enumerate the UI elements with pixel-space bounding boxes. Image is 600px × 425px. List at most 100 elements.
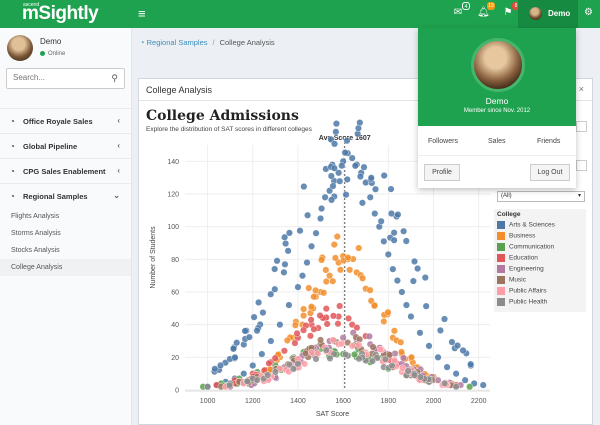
sidebar-item-cpg-sales-enablement[interactable]: ◔ CPG Sales Enablement ‹ (0, 158, 131, 183)
scatter-point (304, 211, 312, 219)
scatter-point (243, 377, 251, 385)
viz-subtitle: Explore the distribution of SAT scores i… (146, 126, 312, 133)
legend-label: Arts & Sciences (509, 221, 555, 229)
search-input[interactable] (13, 73, 103, 82)
legend-label: Engineering (509, 265, 544, 273)
scatter-point (467, 360, 475, 368)
bell-icon[interactable]: 🔔︎ 19 (477, 2, 495, 18)
legend-swatch (497, 265, 505, 273)
scatter-point (291, 321, 299, 329)
filter-control[interactable] (576, 160, 587, 171)
sidebar-item-label: Office Royale Sales (23, 117, 93, 126)
alerts-badge: 19 (487, 2, 495, 10)
scatter-point (334, 320, 342, 328)
legend-item[interactable]: Public Health (497, 298, 547, 308)
followers-link[interactable]: Followers (428, 138, 458, 145)
college-filter-select[interactable]: (All) ▾ (497, 191, 585, 202)
sidebar-subitem-college-analysis[interactable]: College Analysis (0, 259, 131, 276)
search-icon[interactable]: ⚲ (111, 73, 118, 83)
scatter-point (271, 354, 279, 362)
legend-swatch (497, 298, 505, 306)
scatter-point (388, 362, 396, 370)
scatter-point (393, 277, 401, 285)
scatter-point (390, 229, 398, 237)
scatter-point (255, 298, 263, 306)
sidebar: Demo Online ⚲ ◔ Office Royale Sales ‹ ◔ … (0, 28, 132, 425)
scatter-point (341, 149, 349, 157)
y-tick-label: 60 (171, 290, 179, 297)
sidebar-item-global-pipeline[interactable]: ◔ Global Pipeline ‹ (0, 133, 131, 158)
legend-item[interactable]: Public Affairs (497, 287, 546, 297)
sidebar-subitem-flights-analysis[interactable]: Flights Analysis (11, 213, 60, 220)
logout-button[interactable]: Log Out (530, 164, 570, 181)
mail-icon[interactable]: ✉ 4 (452, 2, 470, 19)
scatter-point (322, 266, 330, 274)
gears-icon[interactable]: ⚙ (584, 7, 593, 18)
scatter-point (294, 360, 302, 368)
user-dropdown: Demo Member since Nov. 2012 Followers Sa… (418, 28, 576, 188)
app-logo[interactable]: ascend mSightly (22, 2, 99, 25)
legend-item[interactable]: Communication (497, 243, 554, 253)
breadcrumb-link[interactable]: ◔ Regional Samples (140, 38, 208, 47)
x-tick-label: 1600 (335, 398, 351, 405)
scatter-point (312, 229, 320, 237)
y-tick-label: 20 (171, 355, 179, 362)
scatter-point (298, 272, 306, 280)
avatar (529, 7, 542, 20)
legend-item[interactable]: Engineering (497, 265, 544, 275)
sidebar-subitem-storms-analysis[interactable]: Storms Analysis (11, 230, 61, 237)
sidebar-item-regional-samples[interactable]: ◔ Regional Samples ⌄ (0, 183, 131, 208)
legend-item[interactable]: Music (497, 276, 526, 286)
scatter-point (258, 350, 266, 358)
sidebar-subitem-stocks-analysis[interactable]: Stocks Analysis (11, 247, 60, 254)
y-tick-label: 80 (171, 257, 179, 264)
filter-control[interactable] (576, 121, 587, 132)
scatter-point (308, 242, 316, 250)
scatter-point (371, 185, 379, 193)
scatter-point (398, 288, 406, 296)
scatter-point (434, 353, 442, 361)
sales-link[interactable]: Sales (488, 138, 506, 145)
legend-swatch (497, 232, 505, 240)
scatter-point (282, 240, 290, 248)
scatter-point (271, 265, 279, 273)
x-axis-label: SAT Score (316, 411, 349, 418)
scatter-point (329, 182, 337, 190)
scatter-point (355, 341, 363, 349)
scatter-point (333, 233, 341, 241)
sidebar-search: ⚲ (6, 68, 125, 89)
close-icon[interactable]: × (578, 84, 584, 94)
sidebar-item-label: CPG Sales Enablement (23, 167, 106, 176)
legend-item[interactable]: Business (497, 232, 535, 242)
y-tick-label: 100 (167, 224, 179, 231)
scatter-point (310, 325, 318, 333)
scatter-point (253, 376, 261, 384)
scatter-point (336, 266, 344, 274)
sidebar-item-office-royale-sales[interactable]: ◔ Office Royale Sales ‹ (0, 108, 131, 133)
scatter-point (367, 297, 375, 305)
scatter-point (330, 164, 338, 172)
scatter-point (459, 346, 467, 354)
scatter-point (336, 177, 344, 185)
scatter-point (300, 312, 308, 320)
legend-item[interactable]: Arts & Sciences (497, 221, 555, 231)
legend-item[interactable]: Education (497, 254, 538, 264)
chevron-down-icon: ⌄ (113, 191, 120, 200)
user-menu-toggle[interactable]: Demo (518, 0, 578, 28)
friends-link[interactable]: Friends (537, 138, 561, 145)
flag-icon[interactable]: ⚑ 8 (502, 2, 520, 19)
scatter-point (322, 277, 330, 285)
scatter-point (308, 303, 316, 311)
scatter-point (253, 327, 261, 335)
scatter-point (387, 210, 395, 218)
scatter-point (249, 362, 257, 370)
scatter-point (466, 383, 474, 391)
scatter-point (338, 340, 346, 348)
scatter-point (329, 277, 337, 285)
menu-toggle-icon[interactable]: ≡ (138, 6, 146, 21)
scatter-point (356, 119, 364, 127)
scatter-point (452, 383, 460, 391)
scatter-point (436, 326, 444, 334)
profile-button[interactable]: Profile (424, 164, 460, 181)
scatter-point (330, 241, 338, 249)
